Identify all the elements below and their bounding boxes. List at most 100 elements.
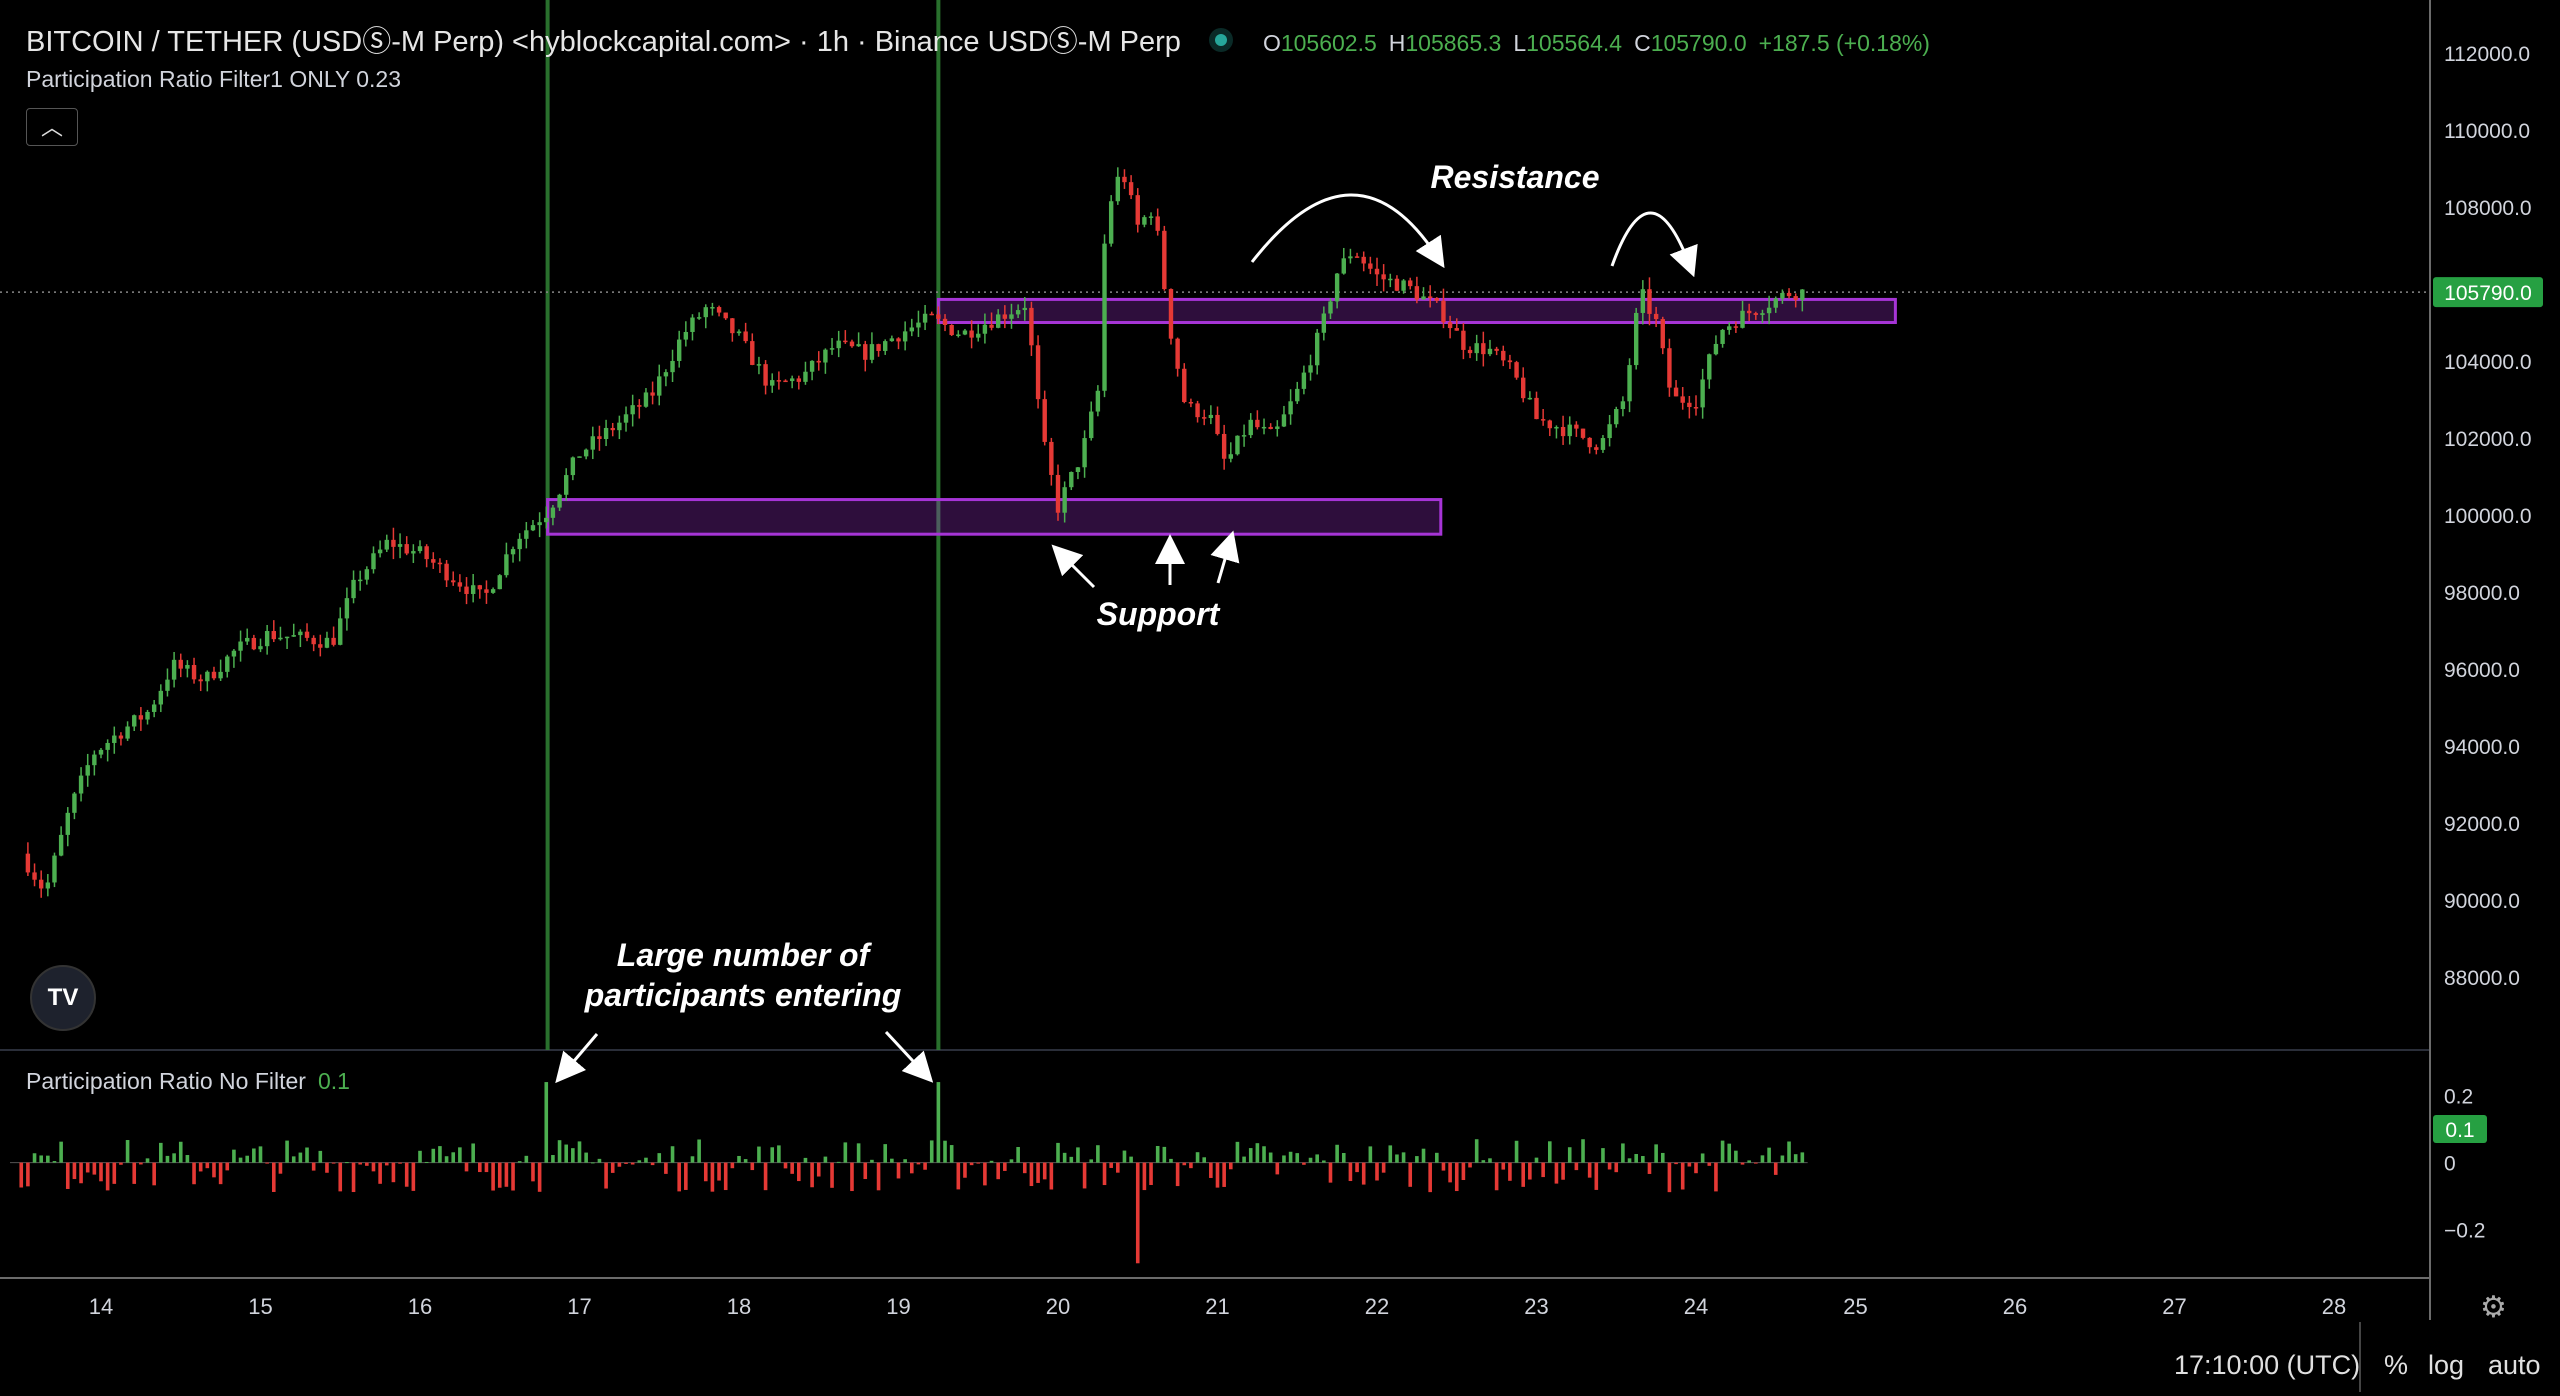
candle-body-25	[191, 665, 197, 680]
candle-body-244	[1647, 289, 1652, 314]
oscillator-bar-158	[1069, 1156, 1074, 1163]
oscillator-bar-18	[139, 1162, 143, 1165]
candle-body-247	[1667, 348, 1672, 388]
candle-body-136	[929, 313, 934, 316]
auto-toggle[interactable]: auto	[2488, 1350, 2541, 1380]
candle-body-5	[58, 834, 64, 856]
chevron-up-icon[interactable]: ︿	[26, 108, 78, 146]
candle-body-191	[1295, 388, 1300, 402]
time-tick-label: 19	[886, 1294, 910, 1319]
candle-body-28	[211, 671, 217, 679]
candle-body-262	[1766, 307, 1772, 314]
participants-arrow-2	[884, 1030, 934, 1083]
oscillator-bar-27	[198, 1162, 203, 1172]
candle-body-197	[1334, 273, 1340, 302]
oscillator-bar-265	[1780, 1155, 1785, 1163]
oscillator-bar-184	[1242, 1156, 1246, 1163]
candle-body-122	[836, 340, 841, 349]
candle-body-155	[1055, 474, 1061, 513]
oscillator-bar-132	[896, 1162, 901, 1179]
candle-body-224	[1514, 362, 1519, 378]
candle-body-253	[1707, 354, 1712, 380]
oscillator-bar-233	[1567, 1147, 1572, 1163]
oscillator-bar-253	[1700, 1153, 1705, 1163]
oscillator-bar-211	[1421, 1148, 1426, 1163]
indicator-top-label[interactable]: Participation Ratio Filter1 ONLY 0.23	[26, 66, 401, 92]
candle-body-26	[198, 679, 203, 682]
candle-body-237	[1600, 438, 1606, 450]
candle-body-99	[683, 331, 689, 340]
candle-body-6	[65, 812, 70, 835]
candle-body-132	[902, 331, 908, 342]
oscillator-bar-192	[1295, 1153, 1300, 1163]
oscillator-bar-262	[1760, 1155, 1765, 1163]
oscillator-bar-215	[1448, 1162, 1452, 1183]
candle-body-249	[1680, 396, 1685, 403]
log-toggle[interactable]: log	[2428, 1350, 2465, 1380]
oscillator-bar-73	[504, 1162, 509, 1187]
oscillator-bar-164	[1109, 1162, 1113, 1168]
oscillator-bar-0	[19, 1162, 24, 1188]
candle-body-69	[484, 589, 489, 593]
candle-body-92	[637, 405, 642, 407]
oscillator-bar-69	[478, 1162, 482, 1173]
oscillator-bar-110	[750, 1162, 755, 1171]
support-arrow-1	[1051, 544, 1096, 589]
candle-body-243	[1640, 289, 1646, 313]
oscillator-tick-label: 0	[2444, 1153, 2456, 1176]
oscillator-bar-39	[278, 1162, 283, 1174]
oscillator-bar-255	[1714, 1162, 1718, 1192]
candle-body-106	[730, 318, 735, 334]
oscillator-bar-161	[1089, 1159, 1094, 1163]
oscillator-bar-80	[551, 1155, 555, 1163]
time-tick-label: 15	[248, 1294, 272, 1319]
candle-body-147	[1002, 314, 1008, 319]
candle-body-252	[1700, 379, 1705, 408]
candle-body-188	[1275, 426, 1280, 429]
symbol-title[interactable]: BITCOIN / TETHER (USDⓈ-M Perp) <hyblockc…	[26, 26, 1181, 58]
candle-body-22	[171, 659, 177, 680]
oscillator-bar-229	[1541, 1162, 1545, 1178]
utc-clock[interactable]: 17:10:00 (UTC)	[2174, 1350, 2361, 1380]
gear-icon[interactable]: ⚙	[2480, 1291, 2507, 1324]
oscillator-bar-258	[1734, 1150, 1738, 1163]
candle-body-2	[38, 879, 44, 889]
tradingview-logo-icon[interactable]: TV	[30, 965, 96, 1031]
oscillator-bar-7	[65, 1162, 70, 1189]
oscillator-bar-52	[365, 1162, 369, 1166]
oscillator-bar-8	[72, 1162, 77, 1180]
candle-body-230	[1554, 426, 1559, 429]
oscillator-bar-127	[863, 1162, 868, 1180]
candle-body-41	[298, 631, 303, 636]
time-tick-label: 24	[1684, 1294, 1708, 1319]
candle-body-48	[344, 598, 350, 619]
participants-arrow-1	[555, 1033, 599, 1084]
candle-body-251	[1693, 407, 1699, 409]
oscillator-bar-98	[670, 1146, 675, 1163]
oscillator-bar-53	[371, 1162, 376, 1172]
candle-body-170	[1155, 216, 1160, 231]
indicator-bottom-legend[interactable]: Participation Ratio No Filter 0.1	[26, 1068, 350, 1095]
candle-body-115	[789, 378, 795, 382]
oscillator-bar-93	[637, 1160, 642, 1163]
candle-body-189	[1281, 414, 1287, 427]
candle-body-97	[670, 360, 675, 373]
percent-toggle[interactable]: %	[2384, 1350, 2409, 1380]
candle-body-117	[803, 371, 808, 382]
candle-body-124	[849, 341, 855, 347]
oscillator-bar-216	[1454, 1162, 1459, 1192]
candle-body-102	[703, 307, 708, 318]
candle-body-233	[1574, 424, 1579, 429]
candle-body-91	[630, 405, 635, 415]
candle-body-71	[497, 575, 502, 590]
candle-body-17	[138, 715, 144, 720]
oscillator-bar-166	[1122, 1150, 1127, 1163]
oscillator-bar-108	[737, 1155, 741, 1163]
candle-body-51	[364, 569, 370, 580]
candle-body-86	[597, 436, 602, 439]
candle-body-14	[118, 735, 124, 739]
candle-body-231	[1560, 426, 1566, 437]
resistance-annotation: Resistance	[1431, 159, 1600, 195]
candle-body-53	[377, 549, 383, 554]
oscillator-bar-101	[690, 1156, 695, 1163]
